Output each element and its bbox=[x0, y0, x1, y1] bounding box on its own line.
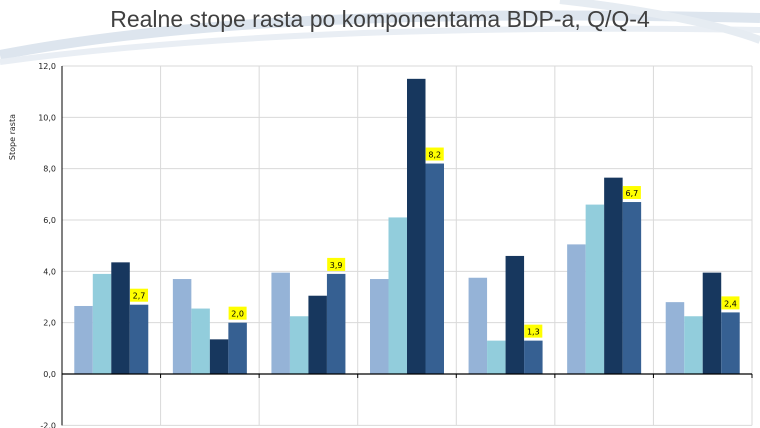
data-label-box bbox=[524, 324, 543, 338]
bar bbox=[388, 217, 407, 374]
bar bbox=[604, 177, 623, 374]
bar bbox=[585, 204, 605, 374]
y-tick-label: 8,0 bbox=[43, 165, 56, 174]
y-tick-label: 2,0 bbox=[43, 319, 56, 328]
bar bbox=[370, 279, 389, 374]
bar bbox=[468, 277, 488, 374]
bar bbox=[684, 316, 703, 374]
bar bbox=[209, 339, 229, 374]
bar bbox=[228, 322, 247, 374]
y-tick-label: 4,0 bbox=[43, 267, 56, 276]
y-tick-label: 10,0 bbox=[38, 113, 56, 122]
bar bbox=[702, 272, 722, 374]
bar bbox=[425, 163, 444, 374]
bar bbox=[92, 273, 112, 374]
data-label-box bbox=[130, 288, 149, 302]
y-tick-label: 6,0 bbox=[43, 216, 56, 225]
data-label: 3,9 bbox=[330, 261, 343, 270]
bar bbox=[721, 312, 740, 374]
data-label-box bbox=[327, 257, 346, 271]
y-tick-label: 0,0 bbox=[43, 370, 56, 379]
bar bbox=[622, 202, 642, 374]
bar bbox=[289, 316, 309, 374]
data-label: 2,0 bbox=[231, 310, 244, 319]
bar bbox=[505, 255, 525, 374]
data-label: 6,7 bbox=[626, 189, 639, 198]
bar bbox=[191, 308, 210, 374]
bar bbox=[665, 302, 685, 374]
data-label-box bbox=[228, 306, 247, 320]
bar bbox=[129, 304, 149, 374]
chart-title: Realne stope rasta po komponentama BDP-a… bbox=[110, 6, 650, 32]
bar bbox=[524, 340, 543, 374]
data-label-box bbox=[425, 147, 444, 161]
y-tick-label: 12,0 bbox=[38, 62, 56, 71]
data-label: 1,3 bbox=[527, 328, 540, 337]
data-label: 2,7 bbox=[133, 292, 146, 301]
bar bbox=[326, 273, 346, 374]
bar bbox=[271, 272, 290, 374]
data-label: 8,2 bbox=[428, 151, 441, 160]
bar bbox=[567, 244, 586, 374]
bar bbox=[172, 279, 192, 374]
bar bbox=[308, 295, 327, 374]
bar bbox=[407, 78, 426, 374]
data-label: 2,4 bbox=[724, 299, 737, 308]
bar bbox=[74, 305, 93, 374]
background-swoosh bbox=[0, 0, 760, 65]
bar bbox=[111, 262, 130, 374]
data-label-box bbox=[622, 186, 641, 200]
data-label-box bbox=[721, 296, 740, 310]
y-tick-label: -2,0 bbox=[40, 421, 56, 428]
bar bbox=[487, 340, 506, 374]
